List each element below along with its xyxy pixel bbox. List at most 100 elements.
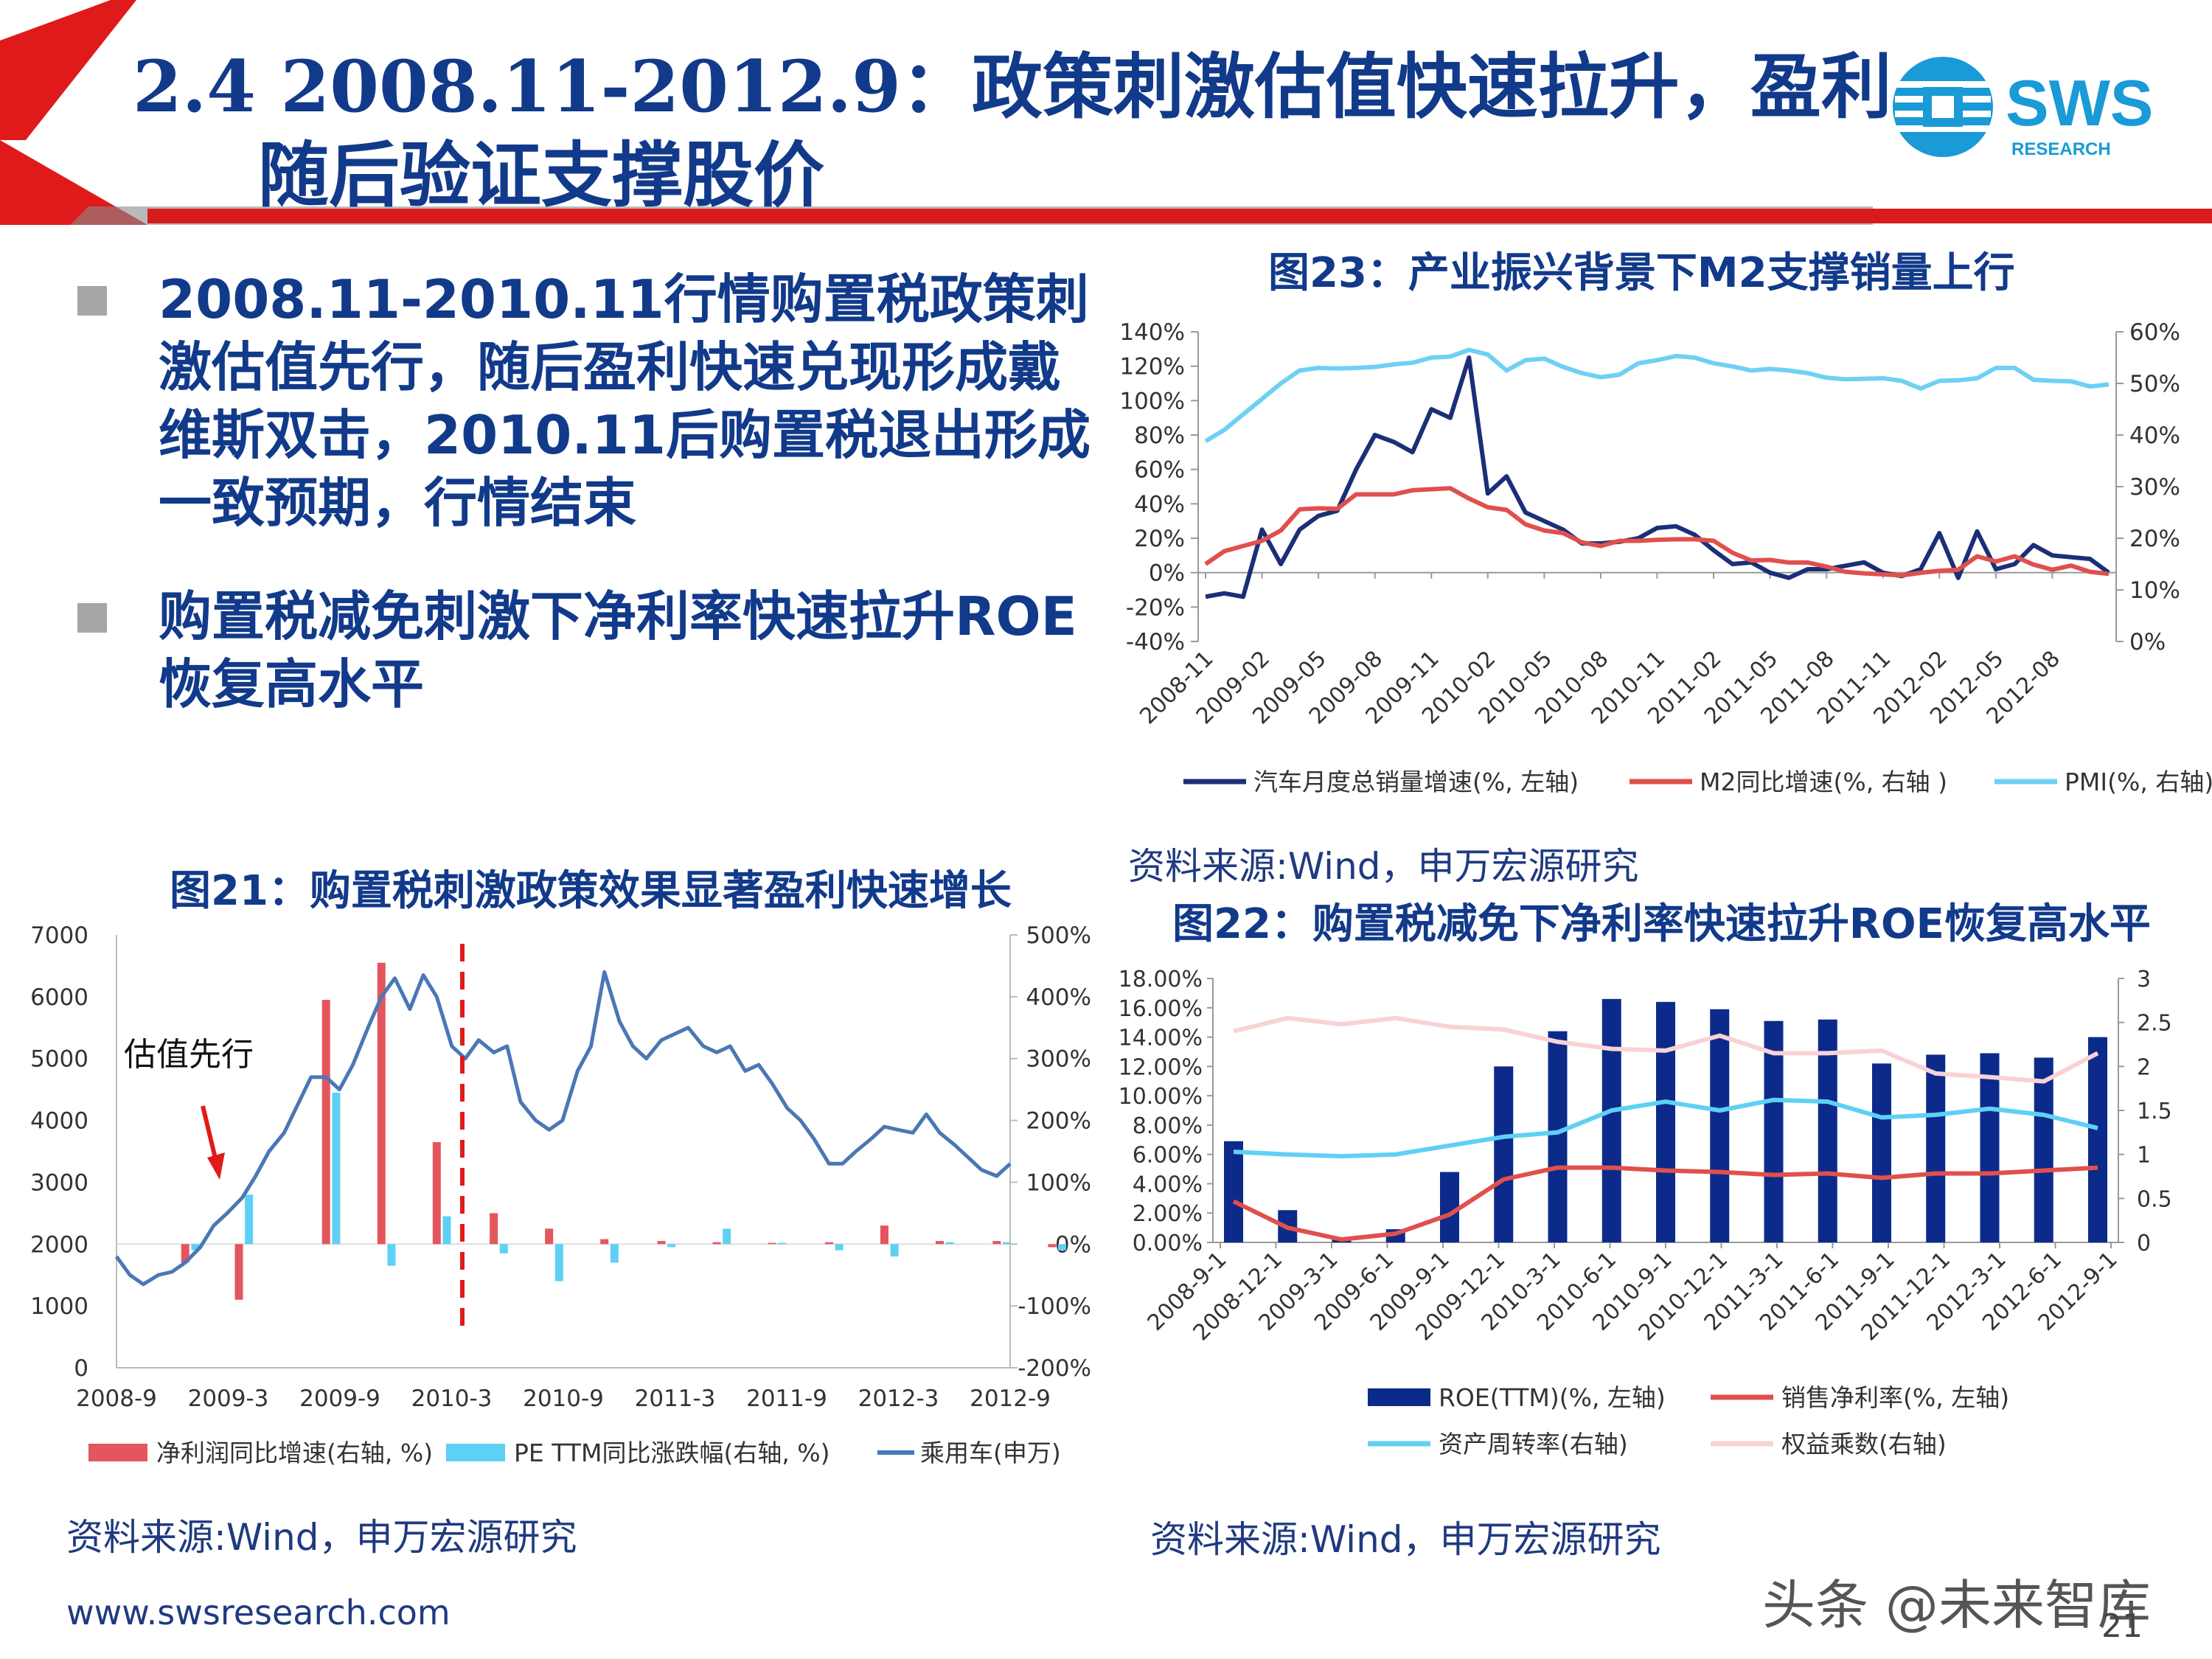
fig21-bar [245, 1194, 254, 1245]
fig21-bar [778, 1242, 787, 1245]
fig21-left-tick-label: 7000 [30, 922, 88, 949]
fig21-bar [387, 1244, 396, 1266]
fig21-bar [935, 1241, 944, 1245]
fig23-right-tick-label: 50% [2129, 371, 2180, 397]
fig22-left-tick-label: 8.00% [1133, 1113, 1203, 1139]
fig22-right-tick-label: 2 [2137, 1054, 2151, 1080]
fig23-x-tick-label: 2009-08 [1304, 646, 1388, 729]
fig23-x-tick-label: 2011-05 [1700, 646, 1783, 729]
fig21-bar [657, 1241, 666, 1245]
fig22-roe-bar [1278, 1210, 1298, 1242]
fig23-left-tick-label: 20% [1134, 526, 1185, 552]
fig23-x-tick-label: 2010-08 [1530, 646, 1613, 729]
fig21-bar [723, 1228, 731, 1245]
fig22-x-tick-label: 2009-6-1 [1310, 1247, 1399, 1336]
fig22-left-tick-label: 10.00% [1119, 1084, 1203, 1110]
fig21-annotation-arrow-shaft [201, 1105, 218, 1162]
fig21-left-tick-label: 4000 [30, 1108, 88, 1135]
fig22-roe-bar [1494, 1066, 1514, 1242]
fig22-left-tick-label: 16.00% [1119, 996, 1203, 1022]
fig21-line-series [114, 970, 1012, 1287]
header-red-wedge-lower [0, 140, 147, 225]
fig22-x-tick-label: 2012-6-1 [1978, 1247, 2067, 1336]
fig22-left-tick-label: 12.00% [1119, 1054, 1203, 1080]
fig22-roe-bar [1980, 1053, 2000, 1242]
fig22-roe-bar [1385, 1229, 1405, 1242]
fig21-legend-swatch [88, 1444, 147, 1461]
fig21-x-tick-label: 2010-9 [523, 1385, 604, 1412]
fig21-right-tick-label: -100% [1018, 1293, 1091, 1320]
fig23-left-tick-label: 80% [1134, 422, 1185, 449]
fig22-roe-bar [1440, 1172, 1459, 1242]
fig23-legend-label: PMI(%, 右轴) [2065, 768, 2212, 796]
fig22-roe-bar [2088, 1037, 2107, 1242]
fig21-x-tick-label: 2009-3 [188, 1385, 269, 1412]
fig21-legend-swatch [446, 1444, 505, 1461]
fig21-bar [432, 1141, 441, 1245]
fig23-right-tick-label: 20% [2129, 526, 2180, 552]
fig21-bar [191, 1244, 200, 1251]
fig21-bar [1057, 1244, 1066, 1251]
page-title-line1: 2.4 2008.11-2012.9：政策刺激估值快速拉升，盈利 [133, 45, 1892, 128]
slide-header: 2.4 2008.11-2012.9：政策刺激估值快速拉升，盈利 随后验证支撑股… [0, 0, 2212, 243]
fig23-left-tick-label: -20% [1126, 594, 1185, 621]
fig22-roe-bar [1926, 1054, 1946, 1242]
fig21-left-tick-label: 6000 [30, 984, 88, 1011]
fig21-x-tick-label: 2011-9 [746, 1385, 827, 1412]
fig23-right-tick-label: 30% [2129, 474, 2180, 501]
fig22-roe-bar [1601, 998, 1621, 1242]
fig22-line-series-0 [1232, 1165, 2098, 1242]
fig21-right-tick-label: -200% [1018, 1355, 1091, 1382]
fig21-bar [554, 1244, 563, 1281]
fig22-x-tick-label: 2009-9-1 [1366, 1247, 1455, 1336]
fig23-x-tick-label: 2012-08 [1982, 646, 2065, 729]
fig21-left-tick-label: 0 [74, 1355, 88, 1382]
fig23-series-line-2 [1204, 347, 2110, 443]
fig21-bar [610, 1244, 619, 1263]
fig22-legend-label: 权益乘数(右轴) [1781, 1430, 1947, 1458]
fig23-x-tick-label: 2010-02 [1417, 646, 1500, 729]
fig21-x-tick-label: 2012-9 [970, 1385, 1051, 1412]
fig21-bar [234, 1244, 243, 1300]
sws-logo-icon: SWS RESEARCH [1893, 57, 2153, 159]
fig23-x-tick-label: 2011-02 [1643, 646, 1726, 729]
fig21-bar [321, 1000, 330, 1245]
fig22-title: 图22：购置税减免下净利率快速拉升ROE恢复高水平 [1172, 900, 2151, 948]
fig22-right-tick-label: 1 [2137, 1143, 2151, 1169]
bullet-text: 2008.11-2010.11行情购置税政策刺激估值先行，随后盈利快速兑现形成戴… [159, 268, 1091, 534]
fig21-bar [824, 1242, 833, 1245]
fig23-x-tick-label: 2011-11 [1812, 646, 1896, 729]
fig23-series-line-1 [1204, 486, 2110, 578]
fig23-right-tick-label: 0% [2129, 629, 2166, 655]
fig23-right-tick-label: 60% [2129, 319, 2180, 346]
fig22-left-tick-label: 2.00% [1133, 1201, 1203, 1227]
fig21-legend-label: 净利润同比增速(右轴, %) [156, 1439, 433, 1467]
footer-url[interactable]: www.swsresearch.com [66, 1593, 451, 1632]
fig23-legend-label: M2同比增速(%, 右轴 ) [1700, 768, 1947, 796]
fig21-bar [1002, 1242, 1011, 1245]
fig21-right-tick-label: 100% [1026, 1169, 1091, 1196]
fig23-left-tick-label: 0% [1149, 560, 1185, 587]
fig21-legend-label: PE TTM同比涨跌幅(右轴, %) [514, 1439, 830, 1467]
fig21-annotation-arrow-head [207, 1152, 225, 1180]
fig23-left-tick-label: 100% [1119, 388, 1185, 414]
fig21-bar [332, 1092, 341, 1245]
page-number: 21 [2101, 1607, 2143, 1645]
fig21-left-tick-label: 1000 [30, 1293, 88, 1320]
fig22-x-tick-label: 2011-6-1 [1755, 1247, 1844, 1336]
fig23-x-tick-label: 2012-02 [1869, 646, 1952, 729]
fig22-x-tick-label: 2010-12-1 [1634, 1247, 1733, 1346]
fig22-x-tick-label: 2012-9-1 [2034, 1247, 2123, 1336]
fig21-title: 图21：购置税刺激政策效果显著盈利快速增长 [170, 867, 1012, 915]
fig21-bar [181, 1244, 189, 1263]
fig23-x-tick-label: 2009-11 [1361, 646, 1444, 729]
fig21-right-tick-label: 0% [1055, 1231, 1091, 1258]
fig21-bar [712, 1242, 721, 1245]
fig21-bar [377, 962, 386, 1245]
fig23-left-tick-label: 140% [1119, 319, 1185, 346]
fig22-roe-bar [1710, 1009, 1730, 1242]
fig21-annotation: 估值先行 [124, 1036, 254, 1074]
fig22-line-series-1 [1233, 1097, 2098, 1159]
fig23-x-tick-label: 2009-02 [1192, 646, 1275, 729]
fig23-right-tick-label: 10% [2129, 577, 2180, 604]
